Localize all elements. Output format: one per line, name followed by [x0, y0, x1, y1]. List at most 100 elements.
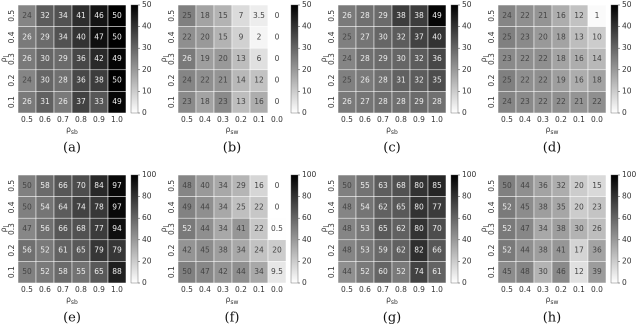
cell-label: 85: [432, 181, 442, 190]
panel-label: (c): [383, 141, 400, 156]
cell-label: 20: [574, 181, 584, 190]
cell-label: 62: [396, 246, 406, 255]
cell-label: 24: [502, 11, 512, 20]
cell-label: 29: [236, 181, 246, 190]
y-tick-label: 0.4: [7, 201, 16, 213]
cell-label: 52: [502, 246, 512, 255]
cell-label: 49: [112, 54, 122, 63]
x-tick-label: 0.9: [93, 285, 105, 294]
panel-label: (f): [225, 311, 240, 326]
cell-label: 12: [574, 11, 584, 20]
y-tick-label: 0.3: [487, 223, 496, 235]
y-tick-label: 0.1: [487, 266, 496, 278]
cell-label: 66: [58, 224, 68, 233]
cell-label: 78: [94, 202, 104, 211]
cell-label: 38: [396, 11, 406, 20]
x-axis-symbol: ρ: [546, 125, 551, 134]
colorbar-tick-label: 0: [142, 278, 147, 287]
x-axis-subscript: sw: [230, 299, 238, 306]
x-tick-label: 0.4: [199, 285, 211, 294]
y-tick-label: 0.2: [327, 74, 336, 86]
cell-label: 30: [574, 224, 584, 233]
cell-label: 38: [556, 224, 566, 233]
cell-label: 21: [538, 11, 548, 20]
cell-label: 22: [520, 76, 530, 85]
x-axis-symbol: ρ: [546, 295, 551, 304]
y-tick-label: 0.3: [7, 223, 16, 235]
cell: [107, 261, 127, 284]
cell-label: 48: [342, 246, 352, 255]
heatmap-panel: 24 32 34 41 46 50 26 29 34 40 47 50 26 30 29 36 42 49 24 30…: [0, 0, 152, 156]
cell-label: 80: [414, 181, 424, 190]
y-axis-symbol: ρ: [319, 227, 328, 232]
cell-label: 25: [502, 32, 512, 41]
cell-label: 22: [200, 76, 210, 85]
cell-label: 68: [396, 181, 406, 190]
colorbar-tick-label: 80: [302, 192, 312, 201]
cell-label: 22: [538, 54, 548, 63]
x-axis-subscript: sb: [391, 129, 398, 136]
y-tick-label: 0.5: [167, 10, 176, 22]
cell-label: 49: [182, 202, 192, 211]
colorbar-tick-label: 40: [142, 22, 152, 31]
x-tick-label: 0.8: [75, 285, 87, 294]
y-tick-label: 0.4: [167, 201, 176, 213]
x-tick-label: 0.3: [537, 115, 549, 124]
cell-label: 20: [218, 54, 228, 63]
cell-label: 40: [432, 32, 442, 41]
cell-label: 47: [520, 224, 530, 233]
cell-label: 40: [200, 181, 210, 190]
cell-label: 42: [94, 54, 104, 63]
y-axis-symbol: ρ: [319, 57, 328, 62]
y-axis-subscript: l: [323, 55, 330, 57]
colorbar-tick-label: 0: [622, 108, 627, 117]
x-axis-subscript: sw: [230, 129, 238, 136]
cell-label: 1: [595, 11, 600, 20]
cell-label: 50: [112, 32, 122, 41]
cell-label: 0: [275, 202, 280, 211]
y-tick-label: 0.1: [7, 96, 16, 108]
colorbar-tick-label: 60: [462, 213, 472, 222]
y-tick-label: 0.4: [7, 31, 16, 43]
cell-label: 27: [360, 97, 370, 106]
cell-label: 48: [342, 202, 352, 211]
cell-label: 36: [432, 54, 442, 63]
x-tick-label: 0.5: [181, 115, 193, 124]
cell-label: 49: [432, 11, 442, 20]
colorbar-tick-label: 20: [622, 256, 632, 265]
cell-label: 80: [414, 202, 424, 211]
cell-label: 32: [414, 54, 424, 63]
colorbar-tick-label: 30: [622, 43, 632, 52]
x-tick-label: 0.7: [377, 115, 389, 124]
cell-label: 20: [272, 246, 282, 255]
cell-label: 65: [94, 267, 104, 276]
cell-label: 25: [342, 32, 352, 41]
cell-label: 50: [502, 181, 512, 190]
cell-label: 40: [76, 32, 86, 41]
cell-label: 28: [378, 97, 388, 106]
cell-label: 15: [218, 11, 228, 20]
x-tick-label: 0.5: [501, 115, 513, 124]
cell-label: 50: [342, 181, 352, 190]
cell-label: 79: [112, 246, 122, 255]
cell-label: 65: [76, 246, 86, 255]
y-tick-label: 0.1: [327, 96, 336, 108]
y-axis-label: ρl: [159, 55, 170, 62]
colorbar-tick-label: 0: [302, 278, 307, 287]
cell-label: 9.5: [271, 267, 283, 276]
y-tick-label: 0.3: [7, 53, 16, 65]
y-axis-subscript: l: [3, 225, 10, 227]
cell-label: 20: [200, 32, 210, 41]
cell-label: 18: [200, 11, 210, 20]
cell-label: 13: [236, 97, 246, 106]
cell-label: 23: [520, 32, 530, 41]
cell-label: 42: [182, 246, 192, 255]
cell-label: 31: [40, 97, 50, 106]
cell-label: 29: [40, 32, 50, 41]
heatmap-panel: 50 44 36 32 20 15 52 45 38 35 20 23 52 47 34 38 30 26 52 44…: [479, 170, 637, 326]
cell-label: 18: [592, 76, 602, 85]
cell-label: 24: [182, 76, 192, 85]
cell-label: 47: [200, 267, 210, 276]
x-tick-label: 0.5: [501, 285, 513, 294]
